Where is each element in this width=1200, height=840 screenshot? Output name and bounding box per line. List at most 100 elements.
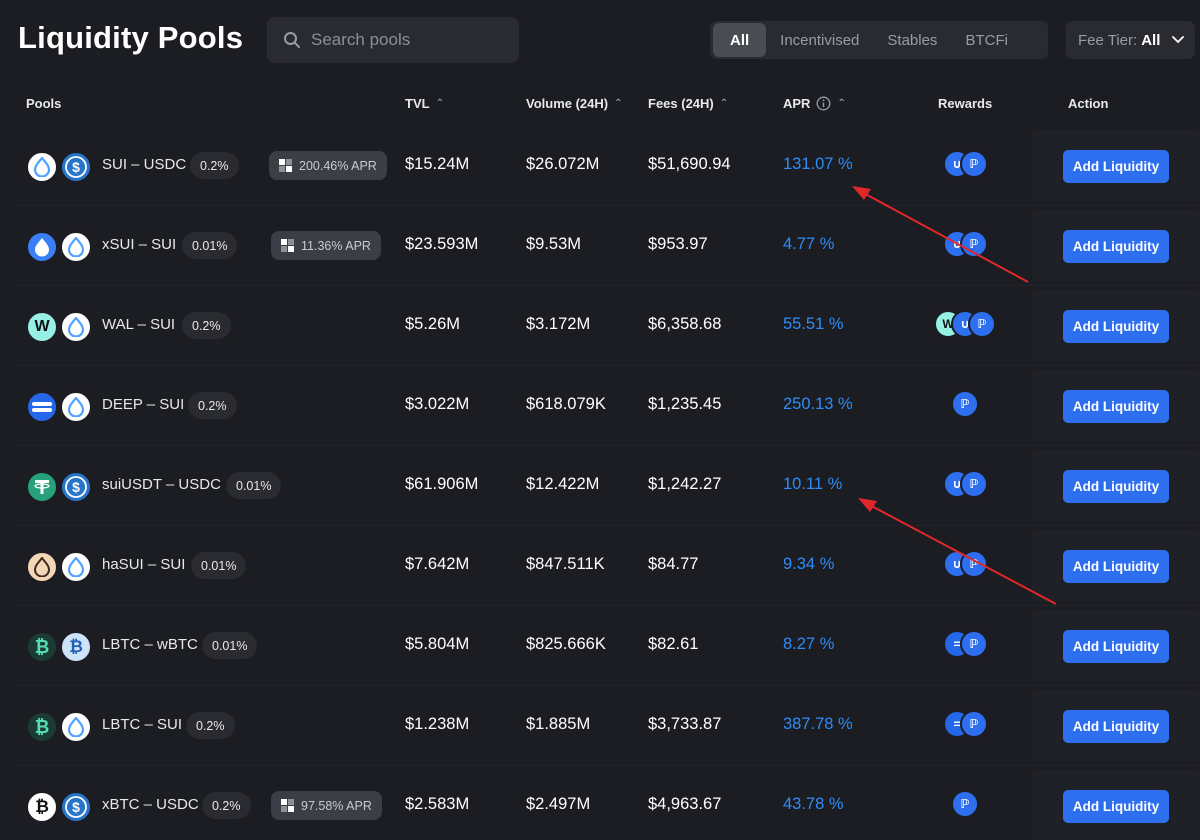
tvl-value: $5.26M [405, 315, 461, 333]
add-liquidity-button[interactable]: Add Liquidity [1063, 310, 1169, 343]
table-row[interactable]: ₿ LBTC – SUI 0.2% $1.238M $1.885M $3,733… [0, 686, 1200, 766]
add-liquidity-button[interactable]: Add Liquidity [1063, 150, 1169, 183]
tvl-value: $1.238M [405, 715, 470, 733]
table-row[interactable]: haSUI – SUI 0.01% $7.642M $847.511K $84.… [0, 526, 1200, 606]
protocol-reward-icon: ℙ [960, 710, 988, 738]
add-liquidity-button[interactable]: Add Liquidity [1063, 790, 1169, 823]
column-header-tvl[interactable]: TVL ⌃ [405, 96, 444, 111]
tvl-value: $23.593M [405, 235, 479, 253]
column-header-pools: Pools [26, 96, 61, 111]
fee-tier-value: All [1141, 31, 1161, 49]
column-label: APR [783, 96, 811, 111]
fees-value: $84.77 [648, 555, 699, 573]
volume-value: $847.511K [526, 555, 605, 573]
add-liquidity-button[interactable]: Add Liquidity [1063, 710, 1169, 743]
fee-tier-dropdown[interactable]: Fee Tier: All [1066, 21, 1195, 59]
search-input[interactable] [311, 30, 501, 50]
protocol-reward-icon: ℙ [960, 550, 988, 578]
wal-token-icon: W [26, 311, 58, 343]
pool-pair-name: xBTC – USDC [102, 796, 199, 813]
column-header-action: Action [1068, 96, 1108, 111]
chevron-down-icon [1172, 36, 1185, 43]
apr-value[interactable]: 387.78 % [783, 715, 853, 733]
filter-tab-stables[interactable]: Stables [887, 31, 938, 49]
search-box[interactable] [267, 17, 519, 63]
tvl-value: $2.583M [405, 795, 470, 813]
usdc-token-icon: $ [60, 151, 92, 183]
incentive-icon [281, 799, 294, 812]
fee-badge: 0.2% [186, 712, 235, 739]
incentive-icon [281, 239, 294, 252]
incentive-icon [279, 159, 292, 172]
column-header-fees[interactable]: Fees (24H) ⌃ [648, 96, 728, 111]
pool-pair-name: DEEP – SUI [102, 396, 185, 413]
add-liquidity-button[interactable]: Add Liquidity [1063, 550, 1169, 583]
pool-pair-name: suiUSDT – USDC [102, 476, 221, 493]
add-liquidity-button[interactable]: Add Liquidity [1063, 470, 1169, 503]
token-pair-icons: $ [26, 151, 96, 183]
table-row[interactable]: $ suiUSDT – USDC 0.01% $61.906M $12.422M… [0, 446, 1200, 526]
table-row[interactable]: xSUI – SUI 0.01% 11.36% APR $23.593M $9.… [0, 206, 1200, 286]
volume-value: $618.079K [526, 395, 606, 413]
wbtc-token-icon: ₿ [60, 631, 92, 663]
page-title: Liquidity Pools [18, 20, 244, 55]
sort-icon: ⌃ [435, 98, 444, 109]
incentive-badge: 200.46% APR [269, 151, 387, 180]
fees-value: $6,358.68 [648, 315, 722, 333]
volume-value: $26.072M [526, 155, 600, 173]
column-label: Rewards [938, 96, 993, 111]
token-pair-icons: ₿ $ [26, 791, 96, 823]
column-label: Volume (24H) [526, 96, 609, 111]
pool-pair-name: haSUI – SUI [102, 556, 186, 573]
table-row[interactable]: ₿ ₿ LBTC – wBTC 0.01% $5.804M $825.666K … [0, 606, 1200, 686]
column-header-apr[interactable]: APR ⌃ [783, 96, 846, 111]
fee-badge: 0.01% [182, 232, 238, 259]
filter-tab-all[interactable]: All [713, 23, 767, 57]
xsui-token-icon [26, 231, 58, 263]
table-row[interactable]: DEEP – SUI 0.2% $3.022M $618.079K $1,235… [0, 366, 1200, 446]
sort-icon: ⌃ [837, 98, 846, 109]
table-row[interactable]: $ SUI – USDC 0.2% 200.46% APR $15.24M $2… [0, 126, 1200, 206]
token-pair-icons [26, 391, 96, 423]
pool-filter-tabs: All Incentivised Stables BTCFi [710, 21, 1048, 59]
pool-pair-name: WAL – SUI [102, 316, 176, 333]
column-label: Action [1068, 96, 1109, 111]
protocol-reward-icon: ℙ [960, 470, 988, 498]
table-row[interactable]: ₿ $ xBTC – USDC 0.2% 97.58% APR $2.583M … [0, 766, 1200, 840]
apr-value[interactable]: 10.11 % [783, 475, 843, 493]
pool-pair-name: LBTC – wBTC [102, 636, 198, 653]
lbtc-token-icon: ₿ [26, 711, 58, 743]
volume-value: $9.53M [526, 235, 582, 253]
table-row[interactable]: W WAL – SUI 0.2% $5.26M $3.172M $6,358.6… [0, 286, 1200, 366]
apr-value[interactable]: 8.27 % [783, 635, 835, 653]
add-liquidity-button[interactable]: Add Liquidity [1063, 630, 1169, 663]
fee-badge: 0.2% [190, 152, 239, 179]
fee-badge: 0.2% [202, 792, 251, 819]
sui-token-icon [60, 231, 92, 263]
apr-value[interactable]: 55.51 % [783, 315, 844, 333]
fee-badge: 0.01% [191, 552, 247, 579]
usdt-token-icon [26, 471, 58, 503]
info-icon[interactable] [816, 96, 831, 111]
add-liquidity-button[interactable]: Add Liquidity [1063, 230, 1169, 263]
add-liquidity-button[interactable]: Add Liquidity [1063, 390, 1169, 423]
filter-tab-incentivised[interactable]: Incentivised [780, 31, 860, 49]
fees-value: $3,733.87 [648, 715, 722, 733]
column-header-volume[interactable]: Volume (24H) ⌃ [526, 96, 623, 111]
token-pair-icons [26, 551, 96, 583]
incentive-apr: 200.46% APR [299, 158, 377, 173]
top-bar: Liquidity Pools All Incentivised Stables… [0, 0, 1200, 80]
apr-value[interactable]: 4.77 % [783, 235, 835, 253]
fee-tier-label: Fee Tier: [1078, 31, 1138, 49]
filter-tab-btcfi[interactable]: BTCFi [965, 31, 1008, 49]
fees-value: $1,242.27 [648, 475, 722, 493]
apr-value[interactable]: 250.13 % [783, 395, 853, 413]
search-icon [284, 32, 300, 48]
apr-value[interactable]: 131.07 % [783, 155, 853, 173]
apr-value[interactable]: 43.78 % [783, 795, 844, 813]
apr-value[interactable]: 9.34 % [783, 555, 835, 573]
token-pair-icons: W [26, 311, 96, 343]
protocol-reward-icon: ℙ [968, 310, 996, 338]
volume-value: $3.172M [526, 315, 591, 333]
tvl-value: $5.804M [405, 635, 470, 653]
